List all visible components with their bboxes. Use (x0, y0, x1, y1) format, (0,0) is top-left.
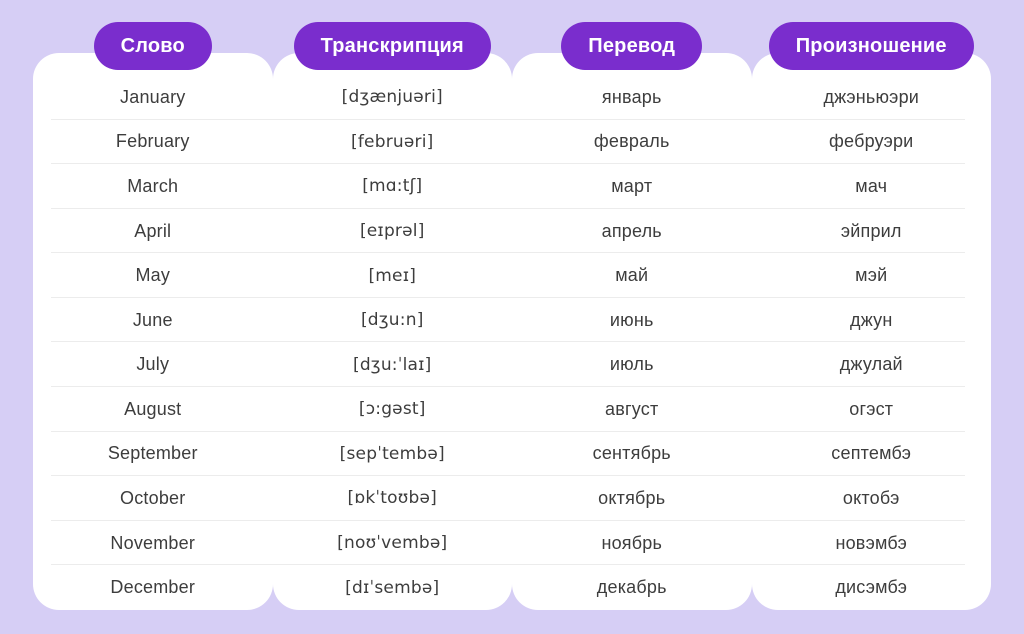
header-slot-word: Слово (33, 22, 273, 70)
cell-pronunciation: джулай (839, 354, 903, 375)
table-row: April [eɪprəl] апрель эйприл (33, 209, 991, 254)
cell-pronunciation: мэй (855, 265, 888, 286)
cell-pronunciation: новэмбэ (835, 532, 908, 553)
cell-transcription: [sepˈtembə] (339, 443, 445, 464)
cell-pronunciation: мач (855, 175, 888, 196)
cell-pronunciation: джэньюэри (823, 86, 920, 107)
cell-word: September (107, 443, 198, 464)
cell-transcription: [dʒænjuəri] (341, 87, 443, 108)
cell-pronunciation: огэст (849, 398, 894, 419)
cell-translation: февраль (593, 131, 670, 152)
cell-word: January (120, 86, 186, 107)
cell-word: November (110, 532, 196, 553)
cell-transcription: [dʒu:n] (360, 310, 424, 331)
cell-translation: май (615, 265, 649, 286)
cell-pronunciation: эйприл (840, 220, 902, 241)
cell-pronunciation: фебруэри (829, 131, 914, 152)
row-divider (51, 163, 965, 165)
table-row: December [dɪˈsembə] декабрь дисэмбэ (33, 565, 991, 610)
header-slot-transcription: Транскрипция (273, 22, 513, 70)
row-divider (51, 341, 965, 343)
table-row: August [ɔ:gəst] август огэст (33, 387, 991, 432)
cell-pronunciation: джун (850, 309, 893, 330)
cell-translation: декабрь (596, 577, 667, 598)
column-card-pronunciation (751, 53, 991, 610)
column-header-pronunciation: Произношение (768, 22, 974, 70)
table-row: September [sepˈtembə] сентябрь септембэ (33, 432, 991, 477)
cell-translation: январь (601, 86, 662, 107)
cell-pronunciation: септембэ (831, 443, 912, 464)
cell-translation: июль (609, 354, 654, 375)
column-card-translation (512, 53, 752, 610)
table-row: February [februəri] февраль фебруэри (33, 120, 991, 165)
cell-transcription: [februəri] (351, 131, 434, 152)
column-header-translation: Перевод (561, 22, 703, 70)
row-divider (51, 564, 965, 566)
table-row: March [mɑ:tʃ] март мач (33, 164, 991, 209)
table-rows: January [dʒænjuəri] январь джэньюэри Feb… (33, 75, 991, 610)
cell-transcription: [meɪ] (368, 265, 417, 286)
cell-translation: ноябрь (601, 532, 663, 553)
cell-translation: сентябрь (592, 443, 671, 464)
cell-word: April (134, 220, 172, 241)
column-header-transcription: Транскрипция (293, 22, 491, 70)
cell-transcription: [mɑ:tʃ] (362, 176, 423, 197)
cell-transcription: [ɔ:gəst] (358, 399, 426, 420)
table-row: June [dʒu:n] июнь джун (33, 298, 991, 343)
cell-translation: октябрь (598, 487, 666, 508)
cell-translation: март (611, 175, 653, 196)
header-slot-translation: Перевод (512, 22, 752, 70)
row-divider (51, 118, 965, 120)
column-headers: Слово Транскрипция Перевод Произношение (33, 22, 991, 70)
cell-transcription: [eɪprəl] (359, 221, 425, 242)
table-background-cards (33, 53, 991, 610)
table-row: November [noʊˈvembə] ноябрь новэмбэ (33, 521, 991, 566)
cell-transcription: [ɒkˈtoʊbə] (347, 488, 437, 509)
table-row: January [dʒænjuəri] январь джэньюэри (33, 75, 991, 120)
cell-word: March (127, 175, 179, 196)
cell-translation: апрель (601, 220, 662, 241)
cell-pronunciation: дисэмбэ (835, 577, 908, 598)
column-header-word: Слово (93, 22, 212, 70)
cell-pronunciation: октобэ (842, 487, 900, 508)
column-card-word (33, 53, 273, 610)
row-divider (51, 252, 965, 254)
cell-word: June (132, 309, 173, 330)
cell-word: August (124, 398, 182, 419)
table-row: July [dʒu:ˈlaɪ] июль джулай (33, 342, 991, 388)
cell-translation: июнь (609, 309, 654, 330)
row-divider (51, 386, 965, 388)
table-row: October [ɒkˈtoʊbə] октябрь октобэ (33, 476, 991, 521)
cell-word: February (115, 131, 190, 152)
row-divider (51, 430, 965, 432)
header-slot-pronunciation: Произношение (752, 22, 992, 70)
cell-transcription: [dɪˈsembə] (345, 577, 440, 598)
cell-transcription: [dʒu:ˈlaɪ] (352, 354, 432, 375)
cell-word: July (136, 354, 170, 375)
column-card-transcription (272, 53, 512, 610)
row-divider (51, 207, 965, 209)
cell-transcription: [noʊˈvembə] (337, 533, 448, 554)
cell-word: May (135, 265, 171, 286)
row-divider (51, 475, 965, 477)
cell-translation: август (605, 398, 659, 419)
row-divider (51, 296, 965, 298)
cell-word: December (110, 577, 196, 598)
row-divider (51, 519, 965, 521)
table-row: May [meɪ] май мэй (33, 253, 991, 298)
cell-word: October (120, 487, 186, 508)
